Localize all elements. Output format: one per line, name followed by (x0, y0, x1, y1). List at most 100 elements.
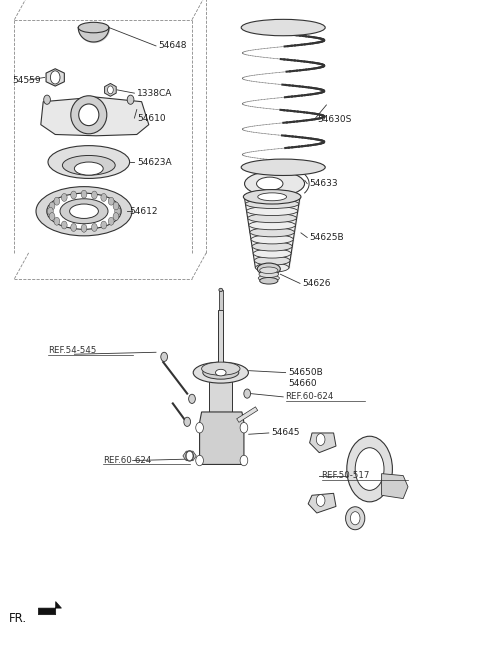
Text: 54630S: 54630S (317, 115, 351, 124)
Ellipse shape (202, 362, 240, 375)
Polygon shape (200, 412, 244, 464)
Circle shape (54, 217, 60, 225)
Ellipse shape (62, 155, 115, 175)
Ellipse shape (347, 436, 393, 502)
Ellipse shape (245, 199, 299, 209)
Ellipse shape (258, 275, 279, 281)
Circle shape (186, 451, 193, 461)
Circle shape (240, 455, 248, 466)
Circle shape (127, 95, 134, 104)
Circle shape (196, 422, 204, 433)
Circle shape (71, 224, 76, 232)
Circle shape (108, 217, 114, 225)
Text: 54650B: 54650B (288, 368, 323, 377)
Ellipse shape (252, 242, 292, 251)
Circle shape (113, 213, 119, 220)
Circle shape (115, 207, 120, 215)
Text: 54645: 54645 (271, 428, 300, 438)
Circle shape (49, 202, 55, 210)
Ellipse shape (243, 190, 301, 204)
Ellipse shape (250, 228, 294, 237)
Ellipse shape (260, 267, 278, 274)
Polygon shape (105, 83, 116, 96)
Polygon shape (219, 290, 223, 310)
Ellipse shape (70, 204, 98, 218)
Ellipse shape (249, 220, 296, 230)
Circle shape (108, 197, 114, 205)
Circle shape (101, 194, 107, 201)
Ellipse shape (247, 207, 298, 216)
Text: REF.60-624: REF.60-624 (103, 456, 152, 465)
Circle shape (108, 86, 113, 94)
Ellipse shape (346, 506, 365, 530)
Circle shape (81, 190, 87, 198)
Circle shape (92, 224, 97, 232)
Ellipse shape (216, 369, 226, 376)
Polygon shape (209, 376, 232, 426)
Polygon shape (218, 310, 223, 367)
Circle shape (48, 207, 53, 215)
Text: 54625B: 54625B (310, 233, 344, 242)
Ellipse shape (48, 146, 130, 178)
Text: 54559: 54559 (12, 75, 41, 85)
Text: 54660: 54660 (288, 379, 317, 388)
Polygon shape (183, 451, 196, 461)
Ellipse shape (260, 277, 278, 284)
Circle shape (92, 191, 97, 199)
Ellipse shape (78, 22, 109, 33)
Circle shape (184, 417, 191, 426)
Ellipse shape (355, 448, 384, 491)
Ellipse shape (241, 159, 325, 175)
Ellipse shape (74, 162, 103, 175)
Polygon shape (310, 433, 336, 453)
Polygon shape (38, 602, 61, 615)
Text: REF.50-517: REF.50-517 (322, 471, 370, 480)
Ellipse shape (244, 192, 300, 201)
Ellipse shape (258, 193, 287, 201)
Ellipse shape (259, 271, 278, 277)
Text: REF.60-624: REF.60-624 (286, 392, 334, 401)
Ellipse shape (256, 177, 283, 190)
Circle shape (54, 197, 60, 205)
Ellipse shape (193, 362, 249, 383)
Ellipse shape (71, 96, 107, 134)
Text: REF.54-545: REF.54-545 (48, 346, 96, 356)
Ellipse shape (60, 199, 108, 224)
Circle shape (244, 389, 251, 398)
Ellipse shape (248, 213, 297, 222)
Text: 54612: 54612 (130, 207, 158, 216)
Circle shape (316, 434, 325, 445)
Circle shape (189, 394, 195, 403)
Text: 54623A: 54623A (137, 157, 171, 167)
Ellipse shape (47, 193, 121, 229)
Circle shape (316, 495, 325, 506)
Ellipse shape (241, 19, 325, 36)
Ellipse shape (253, 249, 291, 258)
Polygon shape (46, 69, 64, 86)
Text: FR.: FR. (9, 611, 27, 625)
Circle shape (240, 422, 248, 433)
Text: 54626: 54626 (302, 279, 331, 288)
Ellipse shape (257, 263, 280, 275)
Ellipse shape (244, 171, 304, 196)
Circle shape (101, 221, 107, 229)
Circle shape (81, 224, 87, 232)
Ellipse shape (254, 256, 290, 265)
Ellipse shape (219, 288, 223, 291)
Circle shape (71, 191, 76, 199)
Text: 54648: 54648 (158, 41, 187, 51)
Circle shape (196, 455, 204, 466)
Ellipse shape (255, 263, 289, 272)
Ellipse shape (36, 186, 132, 236)
Circle shape (113, 202, 119, 210)
Circle shape (186, 451, 193, 461)
Ellipse shape (251, 235, 293, 244)
Circle shape (161, 352, 168, 361)
Text: 54610: 54610 (137, 113, 166, 123)
Circle shape (44, 95, 50, 104)
Circle shape (61, 221, 67, 229)
Polygon shape (382, 474, 408, 499)
Ellipse shape (203, 366, 239, 379)
Circle shape (61, 194, 67, 201)
Text: 1338CA: 1338CA (137, 89, 172, 98)
